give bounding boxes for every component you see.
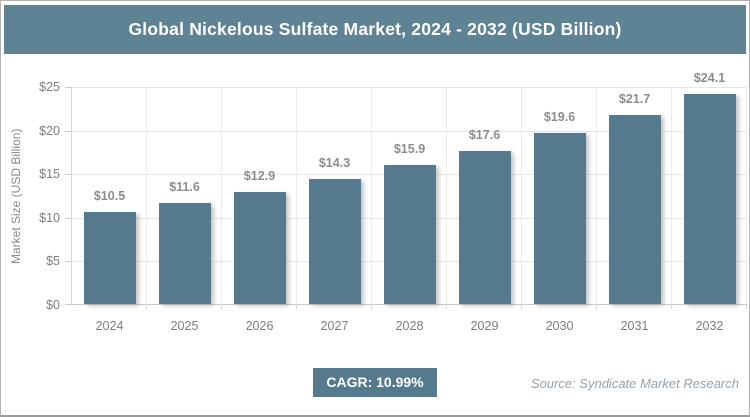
y-tick-label: $10 [39,210,60,225]
bar-2027 [308,179,361,304]
y-tick-mark [65,130,72,132]
y-tick-label: $15 [39,167,60,182]
cagr-badge: CAGR: 10.99% [313,368,437,397]
bar-value-label: $10.5 [93,189,126,204]
x-gridline [371,87,372,304]
x-tick-mark [671,304,672,309]
y-tick-mark [65,174,72,176]
bar-value-label: $17.6 [468,127,501,142]
y-tick-mark [65,217,72,219]
x-tick-mark [446,304,447,309]
bar-value-label: $14.3 [318,156,351,171]
bar-2025 [158,202,211,304]
x-category-label: 2032 [695,319,724,333]
y-tick-label: $25 [39,80,60,94]
y-tick-mark [65,87,72,88]
y-tick-label: $5 [46,254,60,269]
x-gridline [521,87,522,304]
plot-area: $0 $5 $10 $15 $20 $25 $10.5 2024 $11.6 2025 $12.9 2… [39,71,747,333]
x-tick-mark [221,304,222,309]
bar-value-label: $15.9 [393,142,426,157]
bar-value-label: $12.9 [243,168,276,183]
x-category-label: 2025 [170,319,199,333]
bar-2029 [458,150,511,304]
x-tick-mark [746,304,747,309]
bar-2028 [383,165,436,304]
bar-2032 [683,93,736,304]
bar-value-label: $21.7 [618,91,651,106]
y-gridline [72,87,746,88]
y-gridline [72,130,746,132]
x-tick-mark [521,304,522,309]
bar-2031 [608,114,661,304]
x-category-label: 2028 [395,319,424,333]
bar-2024 [83,212,136,304]
y-axis-title: Market Size (USD Billion) [9,128,23,264]
y-tick-mark [65,304,72,305]
y-tick-label: $0 [46,298,60,312]
source-text: Source: Syndicate Market Research [530,376,739,391]
x-gridline [296,87,297,304]
x-tick-mark [146,304,147,309]
bar-2026 [233,191,286,304]
x-gridline [596,87,597,304]
y-tick-label: $20 [39,123,60,138]
y-tick-mark [65,261,72,263]
x-gridline [221,87,222,304]
bar-2030 [533,133,586,304]
x-tick-mark [596,304,597,309]
chart-title-bar: Global Nickelous Sulfate Market, 2024 - … [4,5,746,54]
x-category-label: 2030 [545,319,574,333]
x-category-label: 2024 [95,319,124,333]
x-category-label: 2031 [620,319,649,333]
bar-value-label: $19.6 [543,110,576,125]
x-gridline [746,87,747,304]
x-tick-mark [371,304,372,309]
x-category-label: 2027 [320,319,349,333]
x-gridline [446,87,447,304]
x-category-label: 2026 [245,319,274,333]
x-category-label: 2029 [470,319,499,333]
x-gridline [671,87,672,304]
x-tick-mark [296,304,297,309]
chart-title: Global Nickelous Sulfate Market, 2024 - … [128,19,622,39]
bar-value-label: $11.6 [169,179,200,194]
bar-value-label: $24.1 [693,70,726,85]
x-gridline [146,87,147,304]
